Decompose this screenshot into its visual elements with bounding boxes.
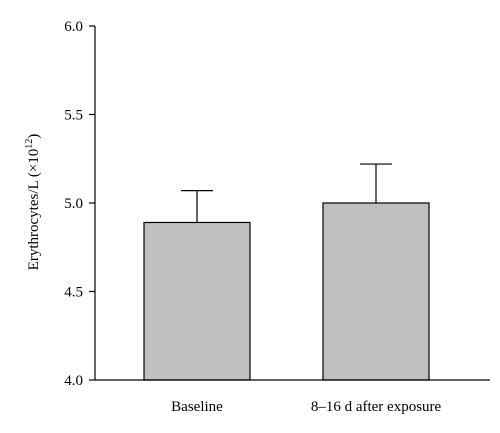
y-axis-label: Erythrocytes/L (×1012) xyxy=(24,134,42,271)
y-tick-label: 4.5 xyxy=(64,285,83,301)
y-ticks: 4.0 4.5 5.0 5.5 6.0 xyxy=(64,19,95,389)
y-tick-label: 5.5 xyxy=(64,108,83,124)
y-tick-label: 6.0 xyxy=(64,19,83,35)
y-axis-label-close: ) xyxy=(26,134,42,139)
y-tick-label: 4.0 xyxy=(64,373,83,389)
x-category-label: 8–16 d after exposure xyxy=(311,399,442,415)
error-bars-layer xyxy=(181,163,392,223)
x-category-label: Baseline xyxy=(171,399,223,415)
x-tick-labels: Baseline 8–16 d after exposure xyxy=(171,399,441,415)
bar-after-exposure xyxy=(322,202,430,381)
bars-layer xyxy=(143,202,430,381)
y-axis-label-exponent: 12 xyxy=(24,139,35,149)
y-axis-label-main: Erythrocytes/L (×10 xyxy=(26,149,42,271)
y-tick-label: 5.0 xyxy=(64,196,83,212)
bar-baseline xyxy=(143,221,251,381)
